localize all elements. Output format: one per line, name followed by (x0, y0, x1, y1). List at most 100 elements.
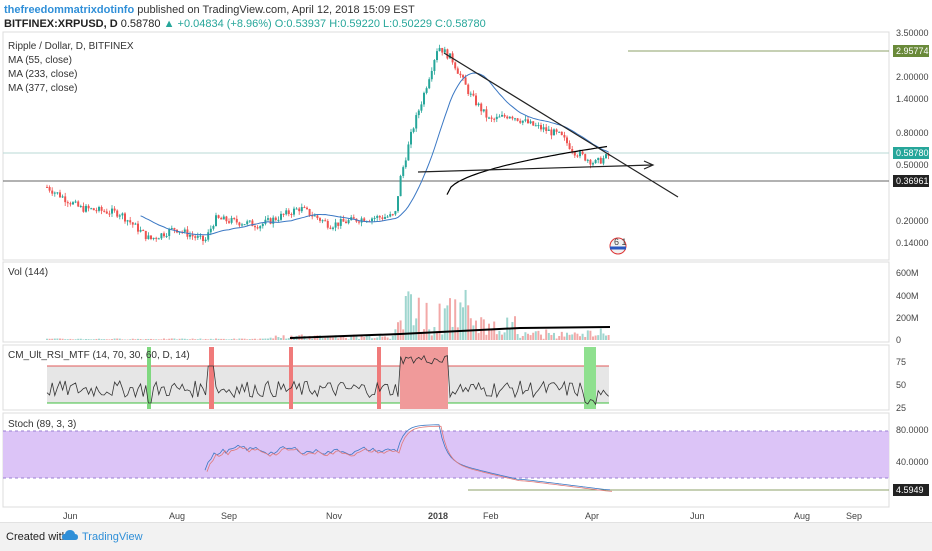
volume-bar (431, 335, 433, 340)
candle-body (491, 118, 493, 119)
candle-body (64, 196, 66, 202)
volume-bar (452, 327, 454, 340)
stoch-tick: 40.0000 (896, 457, 929, 467)
stoch-axis[interactable]: 80.0000 40.0000 4.5949 (893, 425, 929, 496)
volume-bar (173, 338, 175, 340)
volume-bar (548, 333, 550, 340)
candle-body (405, 160, 407, 167)
candle-body (540, 125, 542, 129)
candle-body (272, 218, 274, 224)
chart-area[interactable]: Ripple / Dollar, D, BITFINEX MA (55, clo… (0, 0, 932, 522)
candle-body (51, 191, 53, 194)
candle-body (493, 119, 495, 120)
volume-bar (478, 333, 480, 340)
candle-body (576, 156, 578, 157)
candle-body (316, 215, 318, 218)
volume-axis[interactable]: 600M 400M 200M 0 (896, 268, 919, 345)
volume-bar (75, 339, 77, 340)
volume-bar (189, 339, 191, 340)
candle-body (602, 158, 604, 163)
volume-bar (116, 339, 118, 340)
candle-body (298, 209, 300, 212)
created-with-label: Created with (6, 531, 68, 543)
volume-bar (558, 336, 560, 340)
tradingview-cloud-icon[interactable] (62, 529, 78, 543)
volume-bar (225, 339, 227, 340)
candle-body (147, 235, 149, 239)
candle-body (153, 238, 155, 239)
volume-bar (103, 339, 105, 340)
volume-bar (88, 339, 90, 340)
candle-body (332, 228, 334, 229)
candle-body (210, 229, 212, 233)
volume-bar (158, 339, 160, 340)
volume-bar (101, 339, 103, 340)
price-axis[interactable]: 3.50000 2.00000 1.40000 0.80000 0.50000 … (893, 28, 929, 248)
candle-body (309, 209, 311, 215)
volume-bar (67, 339, 69, 340)
volume-bar (228, 339, 230, 340)
candle-body (397, 196, 399, 211)
volume-bar (449, 298, 451, 340)
candle-body (189, 235, 191, 237)
volume-bar (145, 339, 147, 340)
rsi-axis[interactable]: 75 50 25 (896, 357, 906, 413)
volume-bar (134, 339, 136, 340)
candle-body (465, 77, 467, 84)
volume-bar (439, 304, 441, 340)
volume-bar (524, 332, 526, 340)
candle-body (314, 215, 316, 216)
time-axis[interactable]: Jun Aug Sep Nov 2018 Feb Apr Jun Aug Sep (63, 511, 862, 521)
volume-bar (574, 332, 576, 340)
candle-body (254, 226, 256, 227)
volume-bar (592, 336, 594, 340)
candle-body (192, 235, 194, 236)
volume-bar (535, 331, 537, 340)
candle-body (561, 132, 563, 135)
candle-body (296, 209, 298, 210)
volume-bar (72, 339, 74, 340)
volume-bar (223, 339, 225, 340)
candle-body (472, 94, 474, 96)
candle-body (348, 220, 350, 223)
tradingview-brand-link[interactable]: TradingView (82, 531, 143, 543)
resistance-price-label: 2.95774 (896, 46, 929, 56)
candle-body (392, 214, 394, 215)
time-tick: Nov (326, 511, 343, 521)
volume-bar (371, 338, 373, 340)
candle-body (345, 222, 347, 224)
volume-bar (262, 339, 264, 340)
volume-bar (82, 339, 84, 340)
volume-bar (459, 302, 461, 340)
volume-bar (381, 337, 383, 340)
price-panel[interactable] (3, 32, 889, 260)
candle-body (384, 217, 386, 219)
candle-body (103, 211, 105, 212)
candle-body (569, 143, 571, 149)
candle-body (197, 236, 199, 238)
volume-bar (462, 307, 464, 340)
candle-body (379, 216, 381, 217)
volume-panel[interactable] (3, 262, 889, 342)
candle-body (231, 218, 233, 223)
volume-bar (498, 331, 500, 340)
candle-body (480, 104, 482, 112)
volume-bar (571, 334, 573, 340)
volume-bar (602, 333, 604, 340)
volume-bar (545, 330, 547, 340)
candle-body (69, 203, 71, 204)
candle-body (597, 158, 599, 160)
volume-bar (114, 339, 116, 340)
candle-body (129, 220, 131, 222)
volume-bar (254, 339, 256, 340)
candle-body (93, 208, 95, 210)
candle-body (327, 221, 329, 228)
volume-bar (210, 339, 212, 340)
candle-body (101, 207, 103, 211)
volume-bar (62, 339, 64, 340)
price-tick: 0.14000 (896, 238, 929, 248)
volume-bar (582, 334, 584, 340)
volume-bar (285, 339, 287, 340)
volume-bar (238, 339, 240, 340)
events-badge[interactable]: 6 1 (610, 237, 627, 254)
